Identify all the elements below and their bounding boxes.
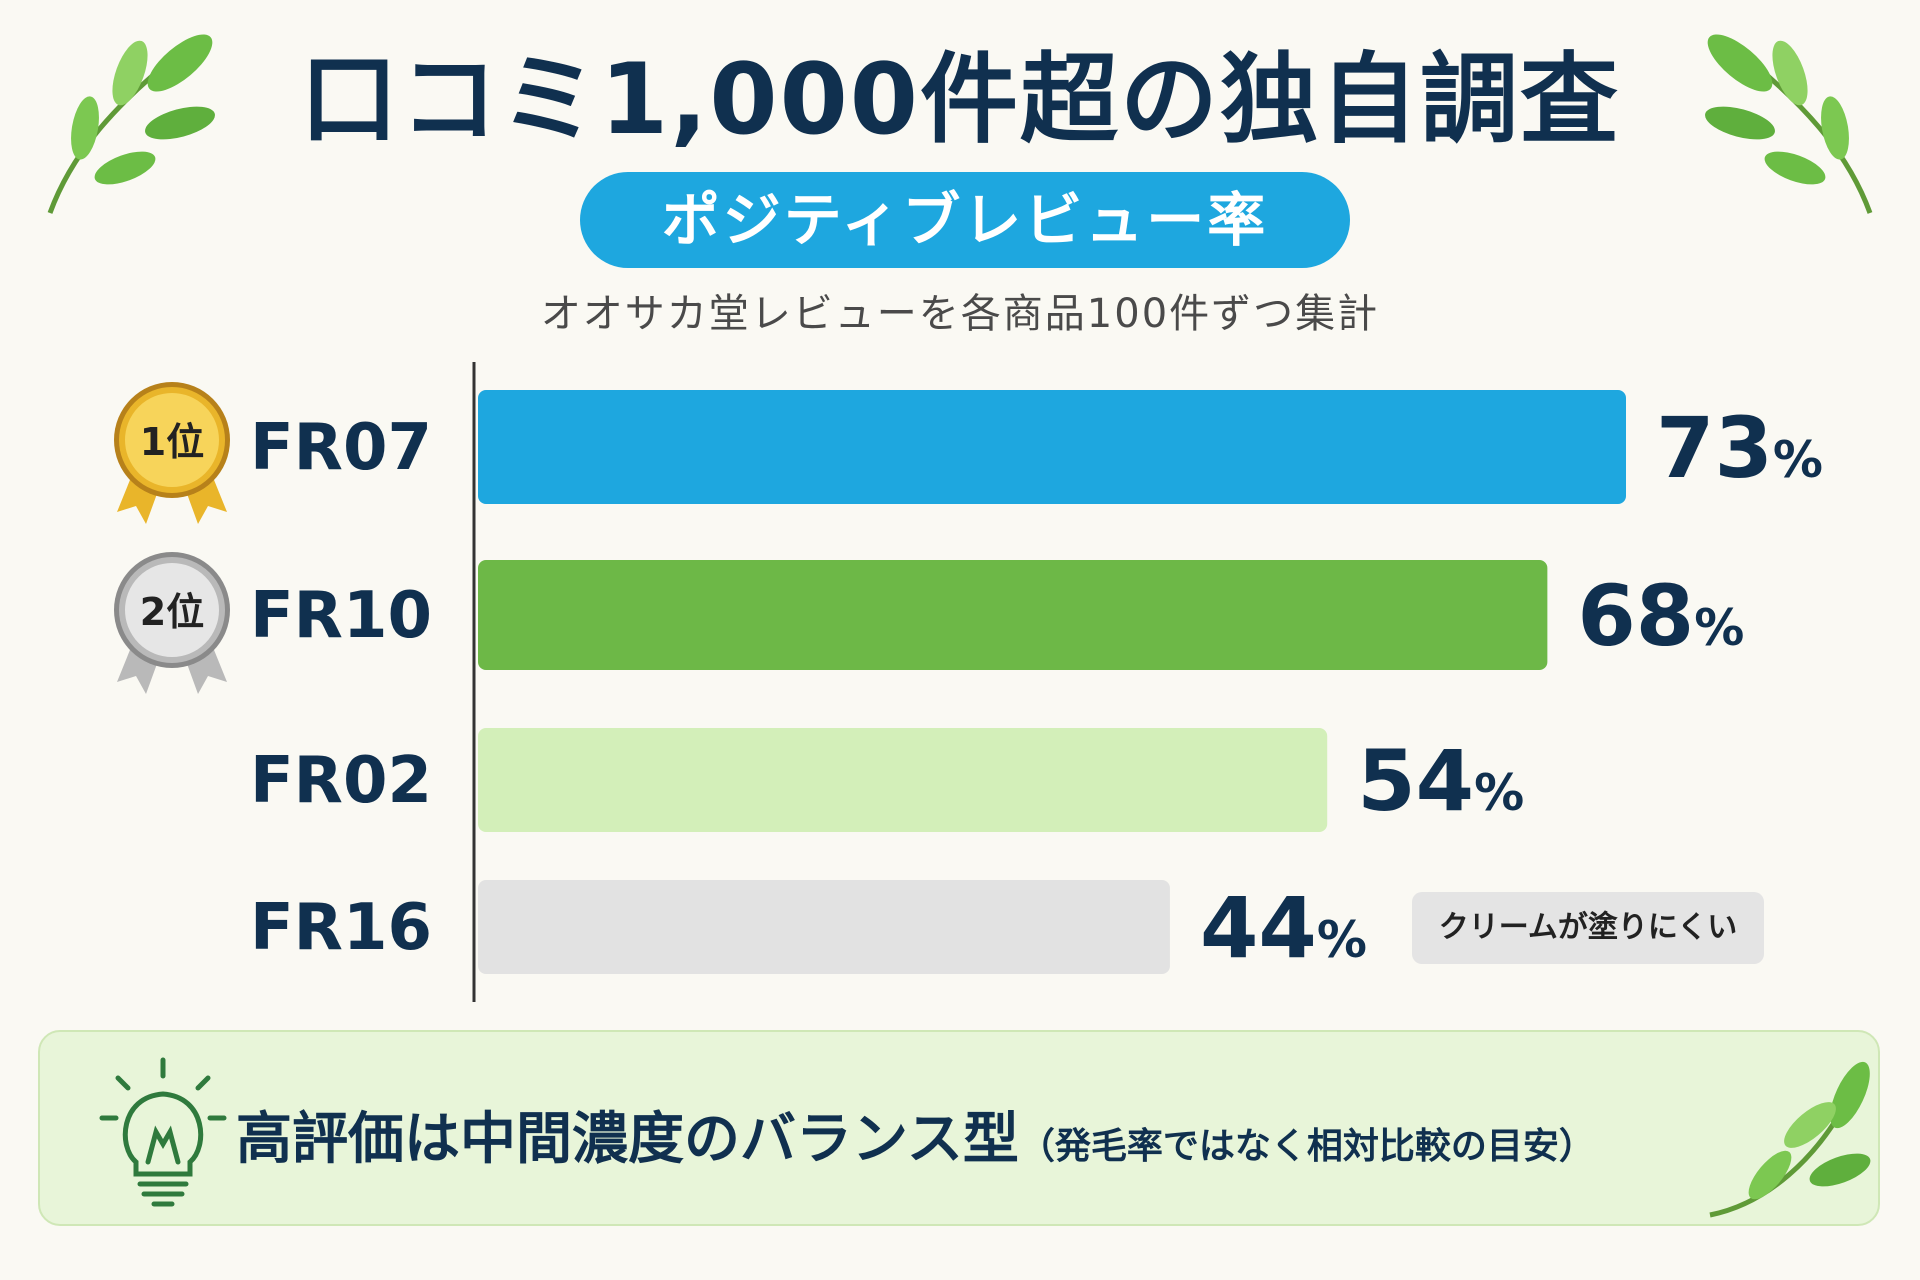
- category-label: FR02: [250, 744, 432, 818]
- callout-label: クリームが塗りにくい: [1412, 892, 1764, 964]
- metric-badge: ポジティブレビュー率: [580, 172, 1350, 268]
- leaf-icon: [1705, 34, 1873, 214]
- bar-fr07: [478, 390, 1626, 504]
- rank-label: 2位: [140, 590, 204, 634]
- subtitle: オオサカ堂レビューを各商品100件ずつ集計: [540, 291, 1380, 337]
- note-sub: （発毛率ではなく相対比較の目安）: [1018, 1126, 1595, 1167]
- summary-note: 高評価は中間濃度のバランス型（発毛率ではなく相対比較の目安）: [38, 1030, 1880, 1226]
- bar-fr02: [478, 728, 1328, 832]
- category-label: FR10: [250, 579, 432, 653]
- leaf-icon: [47, 34, 215, 214]
- bar-chart: 1位 2位 FR07 73% FR10 68% FR02 54% FR16 44%: [114, 362, 1823, 1002]
- category-label: FR16: [250, 891, 432, 965]
- bar-fr16: [478, 880, 1170, 974]
- value-label: 73%: [1656, 399, 1823, 497]
- value-label: 44%: [1200, 879, 1367, 977]
- bar-fr10: [478, 560, 1548, 670]
- medal-icon: 2位: [114, 552, 230, 694]
- medal-icon: 1位: [114, 382, 230, 524]
- lightbulb-icon: [99, 1057, 227, 1207]
- category-label: FR07: [250, 411, 432, 485]
- value-label: 54%: [1357, 732, 1524, 830]
- page-title: 口コミ1,000件超の独自調査: [300, 43, 1620, 157]
- rank-label: 1位: [140, 420, 204, 464]
- note-main: 高評価は中間濃度のバランス型: [236, 1107, 1019, 1172]
- value-label: 68%: [1577, 567, 1744, 665]
- leaf-icon: [1709, 1061, 1871, 1218]
